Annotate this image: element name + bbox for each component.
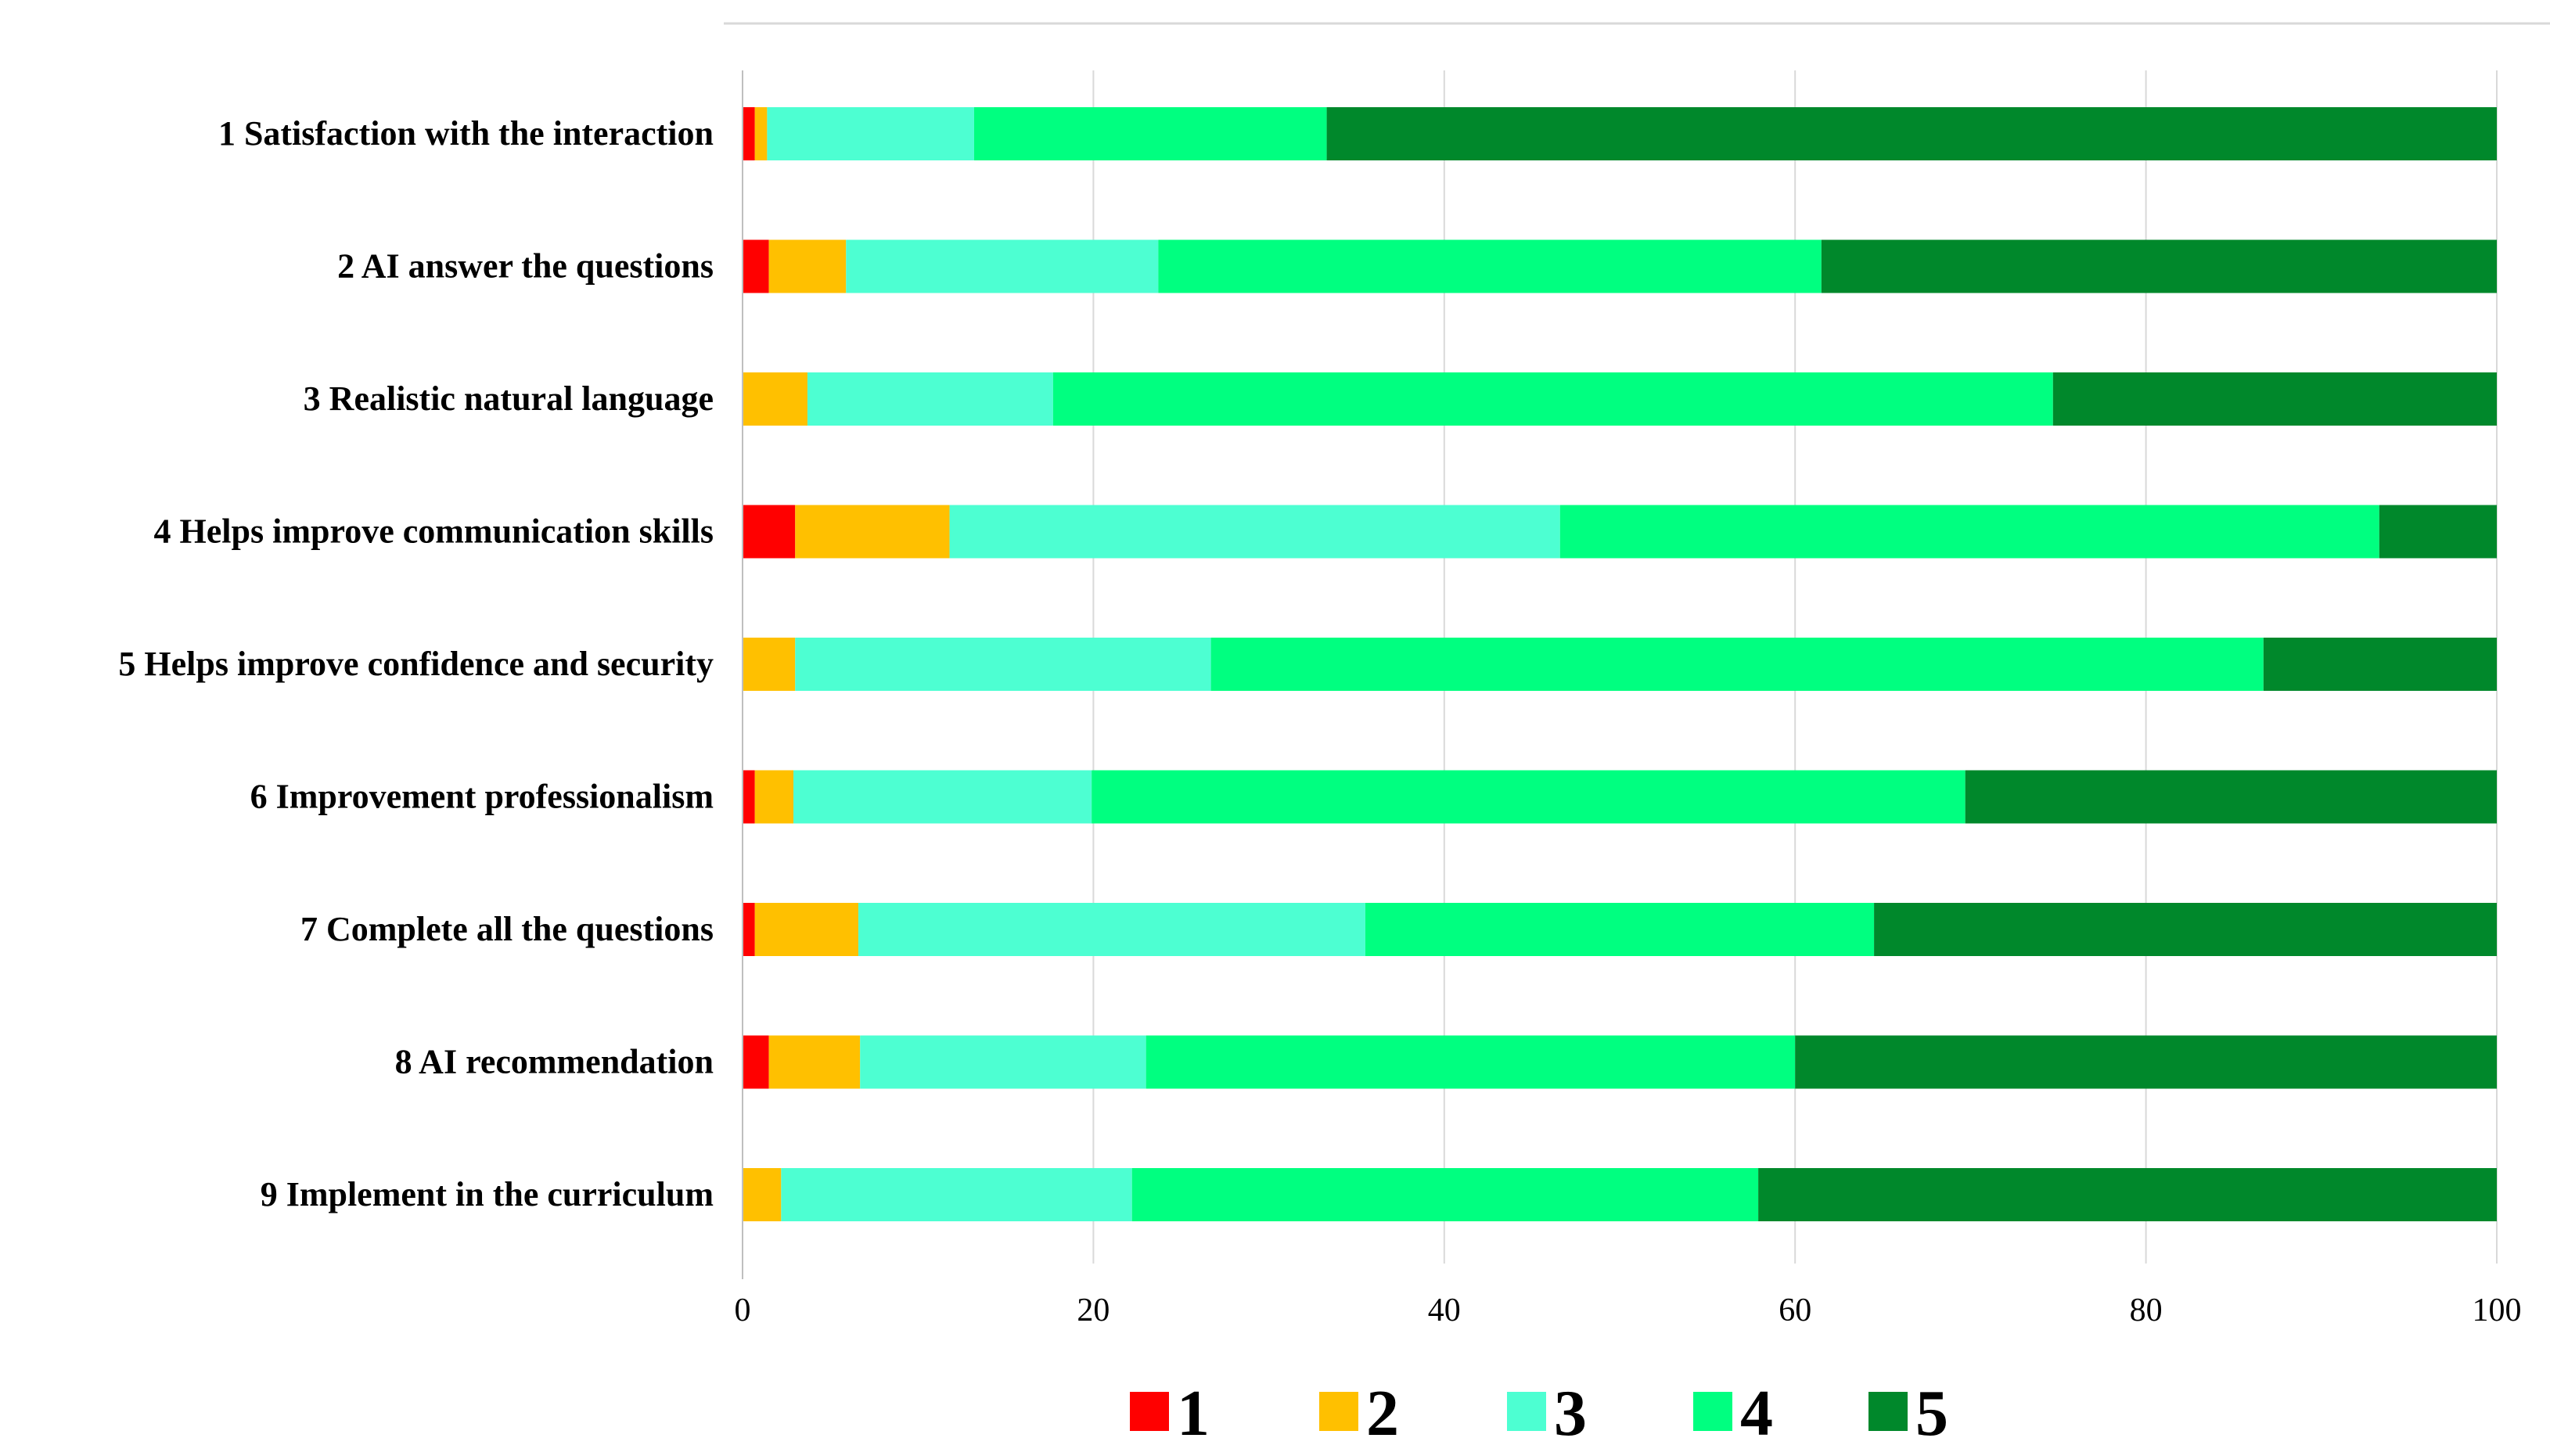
bar-segment-score-1 [743, 107, 755, 160]
bar-segment-score-5 [2052, 372, 2497, 426]
bar-segment-score-1 [743, 770, 755, 824]
bar-segment-score-3 [807, 372, 1053, 426]
legend-label-3: 3 [1554, 1377, 1587, 1450]
bar-segment-score-2 [743, 638, 796, 691]
bar-segment-score-5 [1821, 239, 2497, 293]
category-label: 5 Helps improve confidence and security [118, 645, 714, 683]
bar-segment-score-4 [1158, 239, 1822, 293]
bar-segment-score-5 [1758, 1168, 2497, 1221]
bar-segment-score-5 [1965, 770, 2497, 824]
bar-segment-score-3 [949, 505, 1560, 559]
bar-segment-score-4 [1052, 372, 2053, 426]
bar-segment-score-2 [754, 903, 858, 956]
axes: 0 20 40 60 80 100 [735, 70, 2522, 1328]
category-label: 4 Helps improve communication skills [154, 512, 714, 551]
legend: 1 2 3 4 5 [1130, 1377, 1948, 1450]
category-label: 3 Realistic natural language [304, 379, 714, 418]
legend-swatch-1 [1130, 1392, 1169, 1431]
category-label: 8 AI recommendation [395, 1043, 714, 1081]
bar-segment-score-5 [1874, 903, 2497, 956]
bar-segment-score-2 [795, 505, 950, 559]
x-tick-label-20: 20 [1077, 1292, 1110, 1328]
legend-label-4: 4 [1740, 1377, 1773, 1450]
bar-segment-score-4 [1365, 903, 1875, 956]
legend-label-1: 1 [1177, 1377, 1210, 1450]
bars [743, 107, 2497, 1221]
bar-segment-score-2 [768, 239, 847, 293]
bar-segment-score-3 [767, 107, 974, 160]
bar-segment-score-4 [973, 107, 1327, 160]
legend-swatch-2 [1319, 1392, 1358, 1431]
bar-segment-score-1 [743, 903, 755, 956]
category-label: 2 AI answer the questions [337, 247, 714, 286]
bar-segment-score-2 [754, 107, 768, 160]
category-label: 9 Implement in the curriculum [261, 1175, 714, 1213]
bar-segment-score-5 [1326, 107, 2497, 160]
legend-label-2: 2 [1366, 1377, 1399, 1450]
bar-segment-score-3 [781, 1168, 1132, 1221]
x-tick-label-100: 100 [2473, 1292, 2522, 1328]
bar-segment-score-4 [1092, 770, 1966, 824]
bar-segment-score-3 [793, 770, 1092, 824]
bar-segment-score-5 [2379, 505, 2497, 559]
bar-segment-score-3 [860, 1035, 1146, 1089]
bar-segment-score-5 [1795, 1035, 2497, 1089]
legend-label-5: 5 [1915, 1377, 1948, 1450]
category-label: 6 Improvement professionalism [250, 778, 714, 816]
legend-swatch-3 [1507, 1392, 1546, 1431]
legend-swatch-4 [1693, 1392, 1732, 1431]
bar-segment-score-1 [743, 505, 796, 559]
x-tick-label-80: 80 [2130, 1292, 2163, 1328]
bar-segment-score-2 [743, 372, 807, 426]
bar-segment-score-3 [795, 638, 1211, 691]
bar-segment-score-2 [743, 1168, 782, 1221]
bar-segment-score-1 [743, 1035, 769, 1089]
bar-segment-score-4 [1131, 1168, 1759, 1221]
category-label: 1 Satisfaction with the interaction [218, 114, 714, 153]
legend-swatch-5 [1868, 1392, 1908, 1431]
bar-segment-score-2 [768, 1035, 861, 1089]
bar-segment-score-5 [2263, 638, 2497, 691]
category-labels: 1 Satisfaction with the interaction 2 AI … [118, 114, 714, 1213]
bar-segment-score-4 [1146, 1035, 1796, 1089]
bar-segment-score-4 [1559, 505, 2379, 559]
bar-segment-score-2 [754, 770, 794, 824]
x-tick-label-0: 0 [735, 1292, 751, 1328]
x-tick-label-40: 40 [1428, 1292, 1461, 1328]
bar-segment-score-4 [1210, 638, 2264, 691]
x-tick-label-60: 60 [1779, 1292, 1811, 1328]
bar-segment-score-3 [846, 239, 1159, 293]
bar-segment-score-1 [743, 239, 769, 293]
bar-segment-score-3 [858, 903, 1365, 956]
category-label: 7 Complete all the questions [300, 910, 714, 948]
